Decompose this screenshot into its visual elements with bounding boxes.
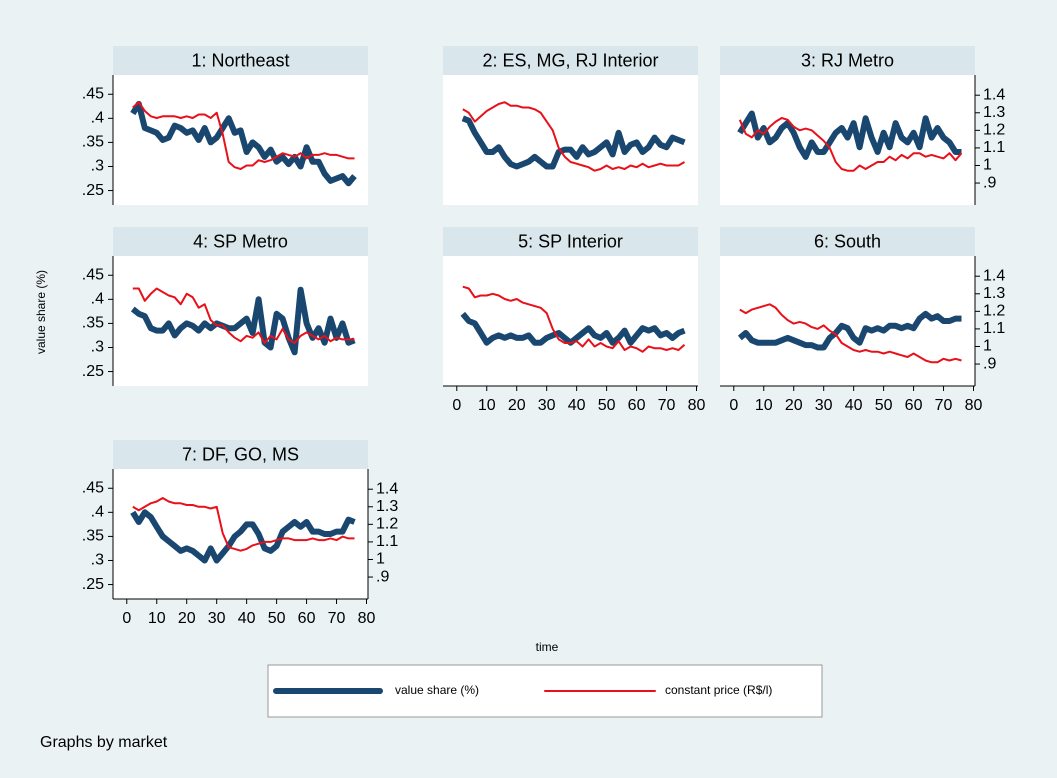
plot-area bbox=[443, 256, 698, 386]
plot-area bbox=[720, 256, 975, 386]
y-tick-label: .35 bbox=[82, 134, 104, 151]
y2-tick-label: 1 bbox=[983, 338, 992, 355]
y2-tick-label: 1 bbox=[376, 551, 385, 568]
y-tick-label: .3 bbox=[91, 552, 104, 569]
x-tick-label: 10 bbox=[478, 397, 496, 414]
x-tick-label: 0 bbox=[452, 397, 461, 414]
series-line bbox=[738, 117, 963, 172]
x-tick-label: 30 bbox=[538, 397, 556, 414]
panel-title: 1: Northeast bbox=[191, 50, 289, 70]
x-tick-label: 60 bbox=[628, 397, 646, 414]
x-tick-label: 20 bbox=[785, 397, 803, 414]
y-tick-label: .45 bbox=[82, 266, 104, 283]
x-tick-label: 70 bbox=[658, 397, 676, 414]
y-tick-label: .4 bbox=[91, 504, 104, 521]
x-tick-label: 50 bbox=[598, 397, 616, 414]
panel-header bbox=[113, 440, 368, 469]
x-tick-label: 0 bbox=[729, 397, 738, 414]
x-tick-label: 50 bbox=[875, 397, 893, 414]
y-tick-label: .3 bbox=[91, 339, 104, 356]
y-tick-label: .25 bbox=[82, 576, 104, 593]
y-tick-label: .35 bbox=[82, 315, 104, 332]
y2-tick-label: .9 bbox=[376, 568, 389, 585]
x-tick-label: 60 bbox=[298, 610, 316, 627]
legend-label: value share (%) bbox=[395, 683, 479, 697]
y-tick-label: .25 bbox=[82, 363, 104, 380]
panel-title: 5: SP Interior bbox=[518, 231, 623, 251]
series-line bbox=[460, 311, 686, 346]
y2-tick-label: 1.1 bbox=[983, 320, 1005, 337]
series-line bbox=[462, 101, 686, 172]
series-line bbox=[130, 286, 356, 356]
x-tick-label: 80 bbox=[358, 610, 376, 627]
panel-header bbox=[443, 46, 698, 75]
y-tick-label: .4 bbox=[91, 291, 104, 308]
x-tick-label: 70 bbox=[935, 397, 953, 414]
x-tick-label: 30 bbox=[815, 397, 833, 414]
legend-label: constant price (R$/l) bbox=[665, 683, 772, 697]
y2-tick-label: 1.3 bbox=[376, 498, 398, 515]
panel-header bbox=[113, 46, 368, 75]
series-line bbox=[132, 497, 355, 552]
y2-tick-label: .9 bbox=[983, 355, 996, 372]
series-line bbox=[130, 509, 356, 564]
series-line bbox=[739, 303, 962, 364]
panel-header bbox=[720, 227, 975, 256]
x-tick-label: 30 bbox=[208, 610, 226, 627]
y-axis-title: value share (%) bbox=[34, 270, 48, 354]
y-tick-label: .25 bbox=[82, 182, 104, 199]
x-axis-title: time bbox=[536, 640, 559, 654]
series-line bbox=[462, 285, 686, 353]
y-tick-label: .3 bbox=[91, 158, 104, 175]
x-tick-label: 70 bbox=[328, 610, 346, 627]
panel-title: 4: SP Metro bbox=[193, 231, 288, 251]
y-tick-label: .45 bbox=[82, 479, 104, 496]
panel-title: 2: ES, MG, RJ Interior bbox=[482, 50, 658, 70]
x-tick-label: 60 bbox=[905, 397, 923, 414]
y2-tick-label: 1.4 bbox=[983, 267, 1005, 284]
panel-title: 3: RJ Metro bbox=[801, 50, 894, 70]
x-tick-label: 50 bbox=[268, 610, 286, 627]
series-line bbox=[130, 100, 357, 187]
note: Graphs by market bbox=[40, 734, 168, 751]
x-tick-label: 40 bbox=[238, 610, 256, 627]
y2-tick-label: 1.2 bbox=[983, 303, 1005, 320]
x-tick-label: 80 bbox=[965, 397, 983, 414]
series-line bbox=[737, 310, 962, 351]
series-line bbox=[737, 110, 962, 160]
series-line bbox=[132, 101, 355, 170]
y2-tick-label: 1.3 bbox=[983, 104, 1005, 121]
y-tick-label: .35 bbox=[82, 528, 104, 545]
x-tick-label: 40 bbox=[568, 397, 586, 414]
y2-tick-label: 1.1 bbox=[983, 139, 1005, 156]
y2-tick-label: 1.2 bbox=[983, 122, 1005, 139]
panel-title: 6: South bbox=[814, 231, 881, 251]
x-tick-label: 80 bbox=[688, 397, 706, 414]
x-tick-label: 40 bbox=[845, 397, 863, 414]
panel-title: 7: DF, GO, MS bbox=[182, 444, 299, 464]
y-tick-label: .45 bbox=[82, 85, 104, 102]
panel-header bbox=[720, 46, 975, 75]
series-line bbox=[132, 287, 355, 344]
series-line bbox=[461, 115, 686, 170]
x-tick-label: 10 bbox=[755, 397, 773, 414]
x-tick-label: 10 bbox=[148, 610, 166, 627]
y2-tick-label: 1.4 bbox=[376, 480, 398, 497]
x-tick-label: 0 bbox=[122, 610, 131, 627]
y2-tick-label: 1.1 bbox=[376, 533, 398, 550]
y2-tick-label: 1.3 bbox=[983, 285, 1005, 302]
y2-tick-label: 1.4 bbox=[983, 86, 1005, 103]
x-tick-label: 20 bbox=[178, 610, 196, 627]
panel-header bbox=[443, 227, 698, 256]
panel-header bbox=[113, 227, 368, 256]
y2-tick-label: 1 bbox=[983, 157, 992, 174]
y2-tick-label: .9 bbox=[983, 174, 996, 191]
x-tick-label: 20 bbox=[508, 397, 526, 414]
y2-tick-label: 1.2 bbox=[376, 516, 398, 533]
y-tick-label: .4 bbox=[91, 110, 104, 127]
